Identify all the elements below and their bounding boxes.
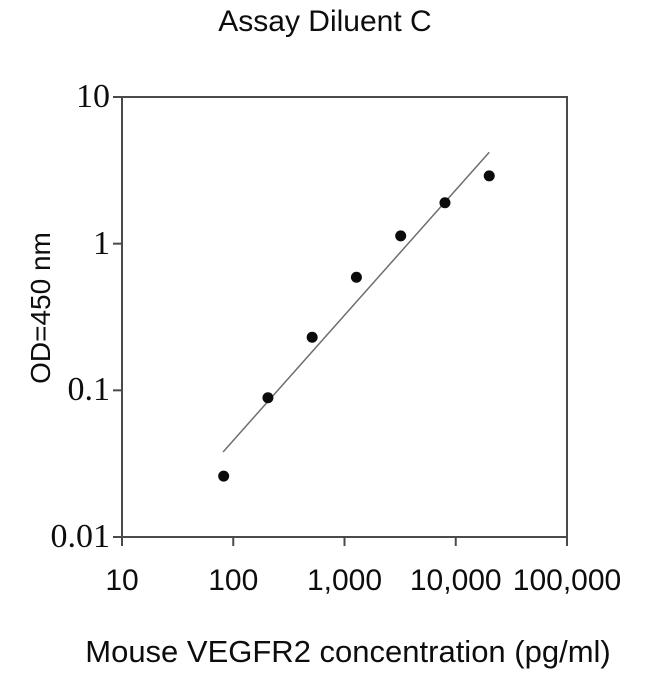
y-tick-label: 0.01 [50,518,111,555]
x-tick-label: 100,000 [512,564,622,597]
data-point [218,470,230,482]
trend-line [222,151,490,453]
data-point [262,392,274,404]
x-tick-label: 1,000 [306,564,383,597]
data-point [483,170,495,182]
chart-title: Assay Diluent C [218,5,432,38]
data-point [395,230,407,242]
data-point [306,331,318,343]
x-tick-label: 10,000 [409,564,502,597]
x-tick-label: 100 [208,564,259,597]
data-point [350,271,362,283]
data-point [439,197,451,209]
y-tick-label: 1 [93,224,110,262]
x-tick-label: 10 [105,564,139,597]
x-axis-title: Mouse VEGFR2 concentration (pg/ml) [85,634,611,669]
y-tick-label: 10 [76,78,110,115]
plot-border [121,96,568,538]
y-tick-label: 0.1 [67,371,111,409]
